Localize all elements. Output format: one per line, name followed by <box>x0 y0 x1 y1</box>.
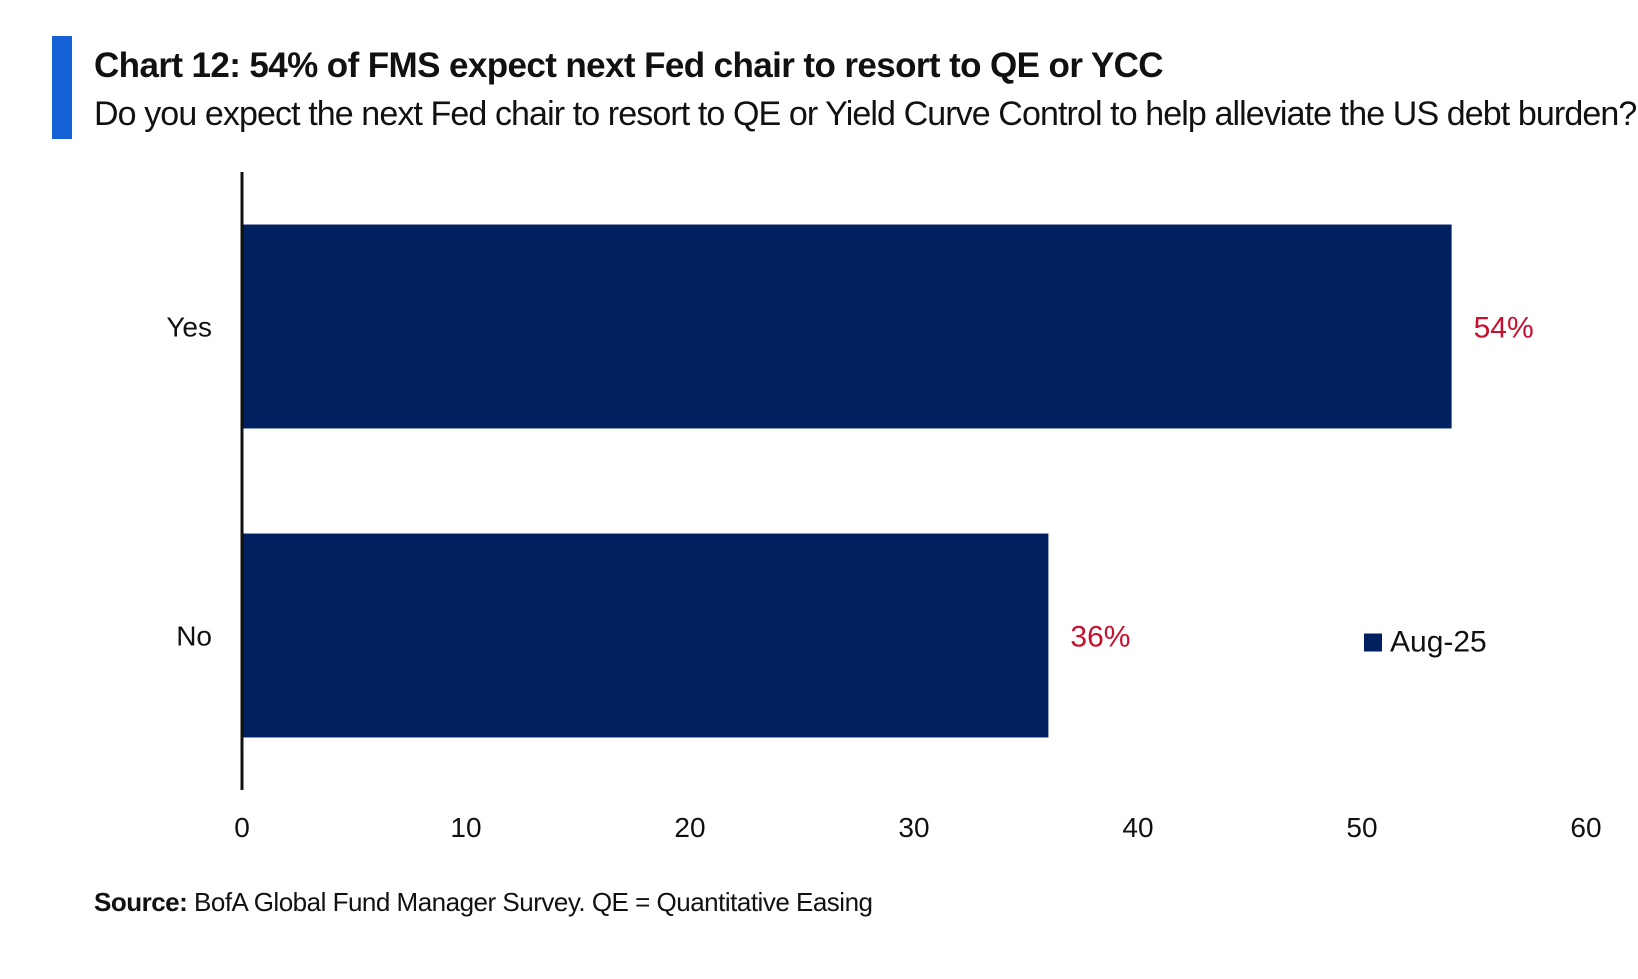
legend: Aug-25 <box>1364 626 1487 659</box>
source-note: Source: BofA Global Fund Manager Survey.… <box>94 887 873 918</box>
chart-subtitle: Do you expect the next Fed chair to reso… <box>94 95 1637 133</box>
legend-label: Aug-25 <box>1390 626 1487 659</box>
data-label-yes: 54% <box>1474 312 1534 345</box>
x-tick-label-50: 50 <box>1346 812 1377 843</box>
category-label-no: No <box>176 621 212 652</box>
data-labels: 54% 36% <box>1070 312 1533 654</box>
x-tick-label-40: 40 <box>1122 812 1153 843</box>
x-axis-ticks: 0 10 20 30 40 50 60 <box>234 812 1601 843</box>
data-label-no: 36% <box>1070 621 1130 654</box>
chart-title: Chart 12: 54% of FMS expect next Fed cha… <box>94 46 1164 85</box>
bar-yes <box>242 224 1452 429</box>
bars-layer <box>242 224 1452 738</box>
x-tick-label-60: 60 <box>1570 812 1601 843</box>
title-accent-bar <box>52 36 72 139</box>
bar-no <box>242 533 1049 738</box>
category-labels: Yes No <box>166 312 212 652</box>
x-tick-label-20: 20 <box>674 812 705 843</box>
x-tick-label-0: 0 <box>234 812 250 843</box>
category-label-yes: Yes <box>166 312 212 343</box>
x-tick-label-30: 30 <box>898 812 929 843</box>
source-label: Source: <box>94 887 188 917</box>
x-tick-label-10: 10 <box>450 812 481 843</box>
legend-swatch <box>1364 633 1382 652</box>
source-text: BofA Global Fund Manager Survey. QE = Qu… <box>187 887 873 917</box>
